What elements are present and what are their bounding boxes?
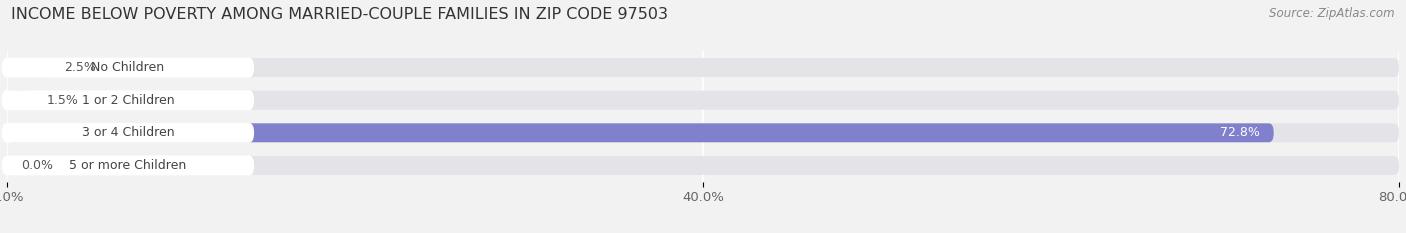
- FancyBboxPatch shape: [7, 91, 34, 110]
- FancyBboxPatch shape: [7, 123, 1399, 142]
- Text: 72.8%: 72.8%: [1220, 126, 1260, 139]
- FancyBboxPatch shape: [7, 58, 51, 77]
- FancyBboxPatch shape: [1, 58, 254, 78]
- Text: Source: ZipAtlas.com: Source: ZipAtlas.com: [1270, 7, 1395, 20]
- FancyBboxPatch shape: [1, 90, 254, 110]
- FancyBboxPatch shape: [7, 156, 1399, 175]
- Text: 0.0%: 0.0%: [21, 159, 53, 172]
- FancyBboxPatch shape: [7, 58, 1399, 77]
- Text: 1 or 2 Children: 1 or 2 Children: [82, 94, 174, 107]
- Text: 3 or 4 Children: 3 or 4 Children: [82, 126, 174, 139]
- Text: 2.5%: 2.5%: [65, 61, 97, 74]
- Text: INCOME BELOW POVERTY AMONG MARRIED-COUPLE FAMILIES IN ZIP CODE 97503: INCOME BELOW POVERTY AMONG MARRIED-COUPL…: [11, 7, 668, 22]
- Text: 5 or more Children: 5 or more Children: [69, 159, 187, 172]
- Text: No Children: No Children: [91, 61, 165, 74]
- FancyBboxPatch shape: [7, 123, 1274, 142]
- FancyBboxPatch shape: [1, 123, 254, 143]
- Text: 1.5%: 1.5%: [46, 94, 79, 107]
- FancyBboxPatch shape: [7, 91, 1399, 110]
- FancyBboxPatch shape: [1, 155, 254, 175]
